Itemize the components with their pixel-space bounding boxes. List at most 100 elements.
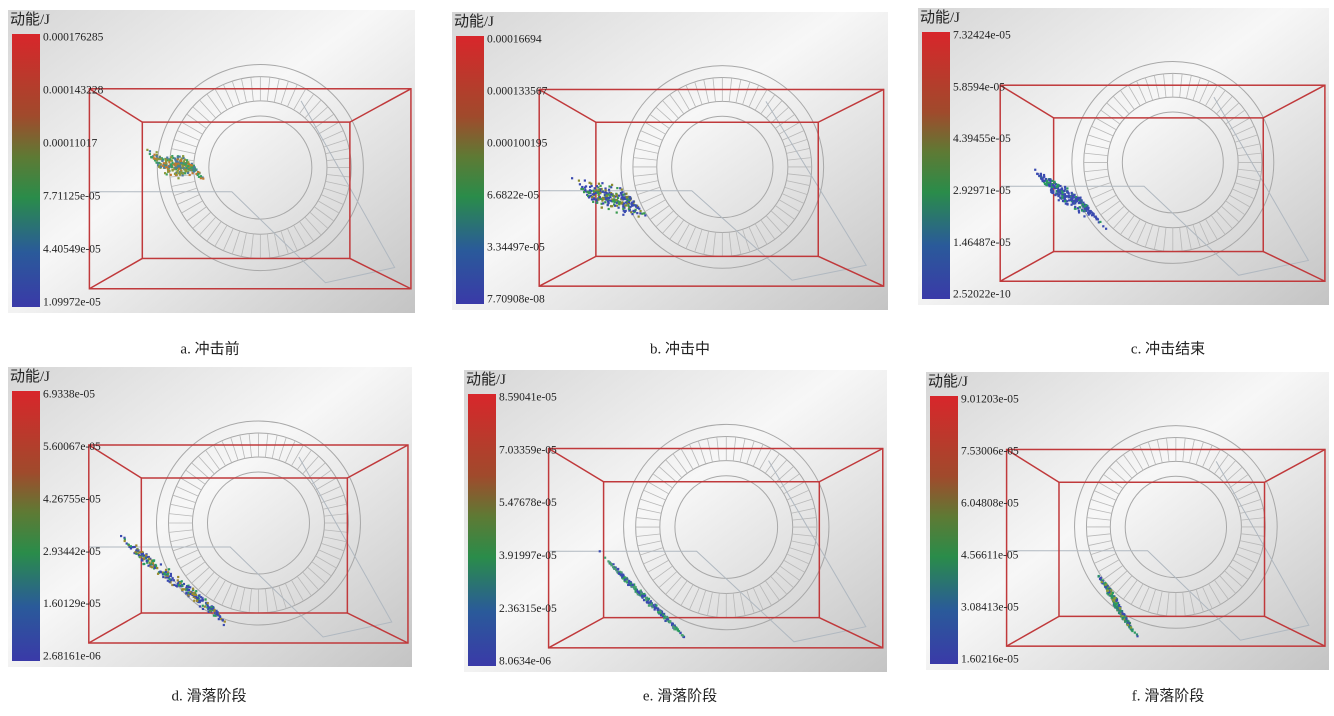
particle xyxy=(615,194,617,196)
particle xyxy=(158,165,160,167)
particle xyxy=(173,579,175,581)
particle xyxy=(622,196,624,198)
particle xyxy=(1134,632,1136,634)
particle xyxy=(197,173,199,175)
particle xyxy=(172,577,174,579)
particle xyxy=(599,196,601,198)
particle xyxy=(159,158,161,160)
particle xyxy=(588,182,590,184)
particle xyxy=(156,155,158,157)
legend-title: 动能/J xyxy=(928,373,968,390)
particle xyxy=(166,157,168,159)
particle xyxy=(609,562,611,564)
particle xyxy=(170,575,172,577)
scale-label: 7.71125e-05 xyxy=(43,191,101,203)
particle xyxy=(151,156,153,158)
particle xyxy=(636,212,638,214)
particle xyxy=(120,535,122,537)
particle xyxy=(149,150,151,152)
scale-label: 1.60129e-05 xyxy=(43,598,101,610)
particle xyxy=(174,162,176,164)
scale-label: 1.09972e-05 xyxy=(43,297,101,309)
particle xyxy=(186,159,188,161)
particle xyxy=(1119,610,1121,612)
scale-label: 7.32424e-05 xyxy=(953,30,1011,42)
particle xyxy=(1072,200,1074,202)
particle xyxy=(164,573,166,575)
scale-label: 4.26755e-05 xyxy=(43,493,101,505)
scale-label: 9.01203e-05 xyxy=(961,394,1019,406)
panel: 动能/J0.0001762850.0001432280.000110177.71… xyxy=(8,10,415,357)
particle xyxy=(1040,175,1042,177)
particle xyxy=(1099,578,1101,580)
particle xyxy=(609,196,611,198)
particle xyxy=(1056,184,1058,186)
figure: 动能/J0.0001762850.0001432280.000110177.71… xyxy=(0,0,1334,711)
particle xyxy=(143,563,145,565)
particle xyxy=(662,614,664,616)
particle xyxy=(607,560,609,562)
particle xyxy=(219,616,221,618)
particle xyxy=(621,202,623,204)
particle xyxy=(155,161,157,163)
particle xyxy=(650,600,652,602)
particle xyxy=(146,149,148,151)
legend-title: 动能/J xyxy=(920,9,960,26)
particle xyxy=(599,550,601,552)
particle xyxy=(610,205,612,207)
particle xyxy=(1066,203,1068,205)
particle xyxy=(170,156,172,158)
particle xyxy=(182,174,184,176)
particle xyxy=(584,179,586,181)
particle xyxy=(677,628,679,630)
particle xyxy=(632,204,634,206)
particle xyxy=(1091,214,1093,216)
particle xyxy=(185,170,187,172)
particle xyxy=(617,568,619,570)
particle xyxy=(160,563,162,565)
particle xyxy=(180,159,182,161)
particle xyxy=(612,200,614,202)
particle xyxy=(613,568,615,570)
caption: e. 滑落阶段 xyxy=(643,687,717,704)
particle xyxy=(618,203,620,205)
particle xyxy=(1074,206,1076,208)
particle xyxy=(174,157,176,159)
particle xyxy=(1037,173,1039,175)
particle xyxy=(187,594,189,596)
particle xyxy=(1075,198,1077,200)
particle xyxy=(643,595,645,597)
particle xyxy=(671,622,673,624)
particle xyxy=(1099,221,1101,223)
colorbar xyxy=(12,391,40,661)
particle xyxy=(182,155,184,157)
particle xyxy=(623,202,625,204)
particle xyxy=(1116,606,1118,608)
particle xyxy=(593,193,595,195)
particle xyxy=(1051,190,1053,192)
particle xyxy=(626,580,628,582)
particle xyxy=(1131,630,1133,632)
colorbar xyxy=(456,36,484,304)
particle xyxy=(624,211,626,213)
particle xyxy=(1071,192,1073,194)
particle xyxy=(1060,188,1062,190)
scale-label: 7.03359e-05 xyxy=(499,444,557,456)
particle xyxy=(202,178,204,180)
particle xyxy=(201,600,203,602)
colorbar xyxy=(12,34,40,307)
particle xyxy=(606,192,608,194)
particle xyxy=(1054,194,1056,196)
particle xyxy=(183,160,185,162)
particle xyxy=(149,562,151,564)
particle xyxy=(1121,613,1123,615)
particle xyxy=(1040,173,1042,175)
particle xyxy=(643,599,645,601)
caption: c. 冲击结束 xyxy=(1131,340,1205,357)
particle xyxy=(1111,595,1113,597)
particle xyxy=(1113,605,1115,607)
particle xyxy=(204,606,206,608)
particle xyxy=(1116,609,1118,611)
particle xyxy=(221,619,223,621)
legend-title: 动能/J xyxy=(10,368,50,385)
